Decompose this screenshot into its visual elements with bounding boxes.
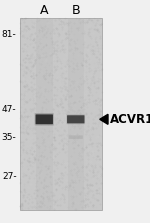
Text: 35-: 35- xyxy=(2,133,16,142)
Text: 47-: 47- xyxy=(2,105,16,114)
Text: A: A xyxy=(40,4,48,17)
Text: 27-: 27- xyxy=(2,172,16,181)
Text: B: B xyxy=(71,4,80,17)
FancyBboxPatch shape xyxy=(36,114,53,124)
Bar xyxy=(36,18,52,210)
FancyBboxPatch shape xyxy=(35,113,54,126)
FancyBboxPatch shape xyxy=(67,115,84,123)
Bar xyxy=(20,18,102,210)
FancyBboxPatch shape xyxy=(66,114,85,124)
Text: ACVR1: ACVR1 xyxy=(110,113,150,126)
Bar xyxy=(68,18,84,210)
Polygon shape xyxy=(100,114,108,124)
Text: 81-: 81- xyxy=(2,30,16,39)
FancyBboxPatch shape xyxy=(69,135,83,139)
